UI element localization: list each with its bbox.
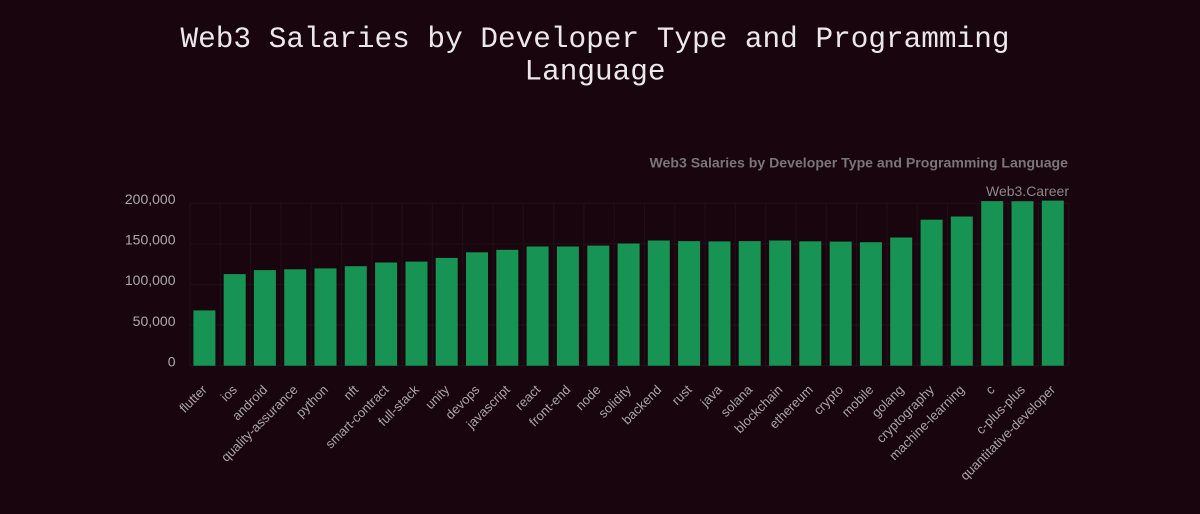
svg-text:200,000: 200,000: [125, 191, 176, 207]
svg-text:Web3 Salaries by Developer Typ: Web3 Salaries by Developer Type and Prog…: [181, 23, 1010, 56]
svg-text:Web3.Career: Web3.Career: [986, 183, 1069, 199]
svg-text:Web3 Salaries by Developer Typ: Web3 Salaries by Developer Type and Prog…: [650, 154, 1069, 170]
svg-text:Language: Language: [524, 56, 665, 89]
svg-text:150,000: 150,000: [125, 232, 176, 248]
svg-text:100,000: 100,000: [125, 272, 176, 288]
svg-text:50,000: 50,000: [133, 313, 176, 329]
svg-text:0: 0: [168, 353, 176, 369]
